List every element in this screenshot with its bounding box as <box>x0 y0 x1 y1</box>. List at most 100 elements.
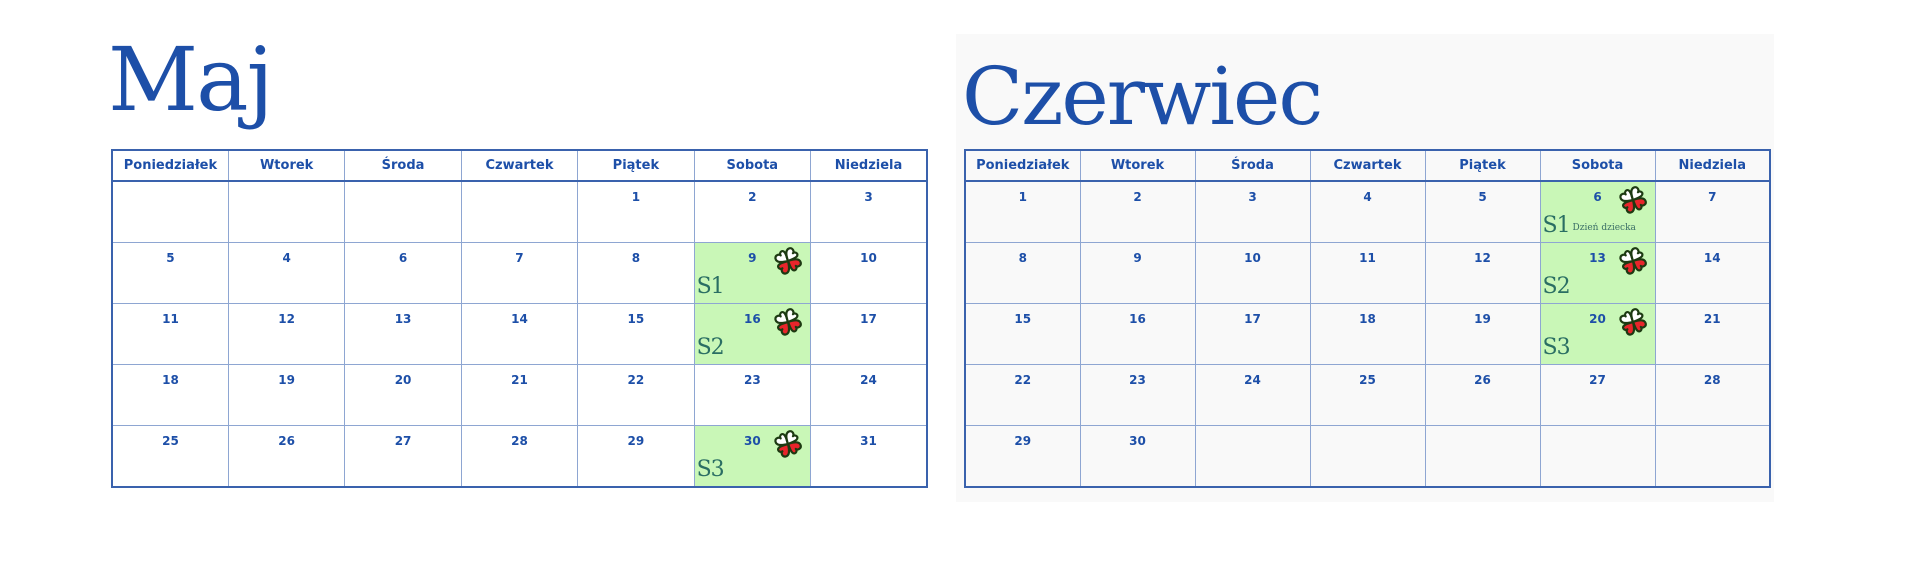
day-cell[interactable]: 3 <box>810 180 928 243</box>
day-cell[interactable]: 9 <box>1079 242 1196 304</box>
day-cell[interactable]: 28 <box>460 425 579 488</box>
day-cell[interactable]: 30 <box>1079 425 1196 488</box>
day-cell[interactable]: 31 <box>810 425 928 488</box>
day-cell[interactable]: 18 <box>1309 303 1426 365</box>
weekday-header: Sobota <box>1539 149 1656 182</box>
week-row: 5 4 6 7 8 9 S1 10 <box>111 242 928 304</box>
day-cell[interactable]: 23 <box>1079 364 1196 426</box>
day-cell[interactable]: 15 <box>964 303 1081 365</box>
day-cell[interactable]: 17 <box>810 303 928 365</box>
empty-day-cell <box>1654 425 1771 488</box>
day-cell[interactable]: 25 <box>111 425 229 488</box>
day-cell[interactable]: 26 <box>227 425 346 488</box>
day-cell[interactable]: 21 <box>1654 303 1771 365</box>
day-cell[interactable]: 17 <box>1194 303 1311 365</box>
day-number: 21 <box>511 373 528 387</box>
day-cell[interactable]: 8 <box>964 242 1081 304</box>
day-number: 8 <box>1018 251 1027 265</box>
day-number: 23 <box>743 373 761 387</box>
day-cell[interactable]: 15 <box>577 303 695 365</box>
day-cell[interactable]: 27 <box>344 425 462 488</box>
empty-day-cell <box>344 180 462 243</box>
session-label: S1 <box>696 274 725 299</box>
day-number: 10 <box>860 251 877 265</box>
day-cell[interactable]: 2 <box>693 180 812 243</box>
day-cell[interactable]: 26 <box>1424 364 1541 426</box>
week-row: 11 12 13 14 15 16 S2 17 <box>111 303 928 365</box>
day-cell[interactable]: 19 <box>227 364 346 426</box>
day-cell[interactable]: 14 <box>460 303 579 365</box>
day-number: 23 <box>1129 373 1146 387</box>
event-note: Dzień dziecka <box>1572 223 1636 233</box>
day-cell[interactable]: 19 <box>1424 303 1541 365</box>
day-cell[interactable]: 20 S3 <box>1539 303 1656 365</box>
day-cell[interactable]: 3 <box>1194 180 1311 243</box>
weekday-header: Czwartek <box>1309 149 1426 182</box>
day-number: 14 <box>1703 251 1721 265</box>
day-cell[interactable]: 11 <box>111 303 229 365</box>
day-cell[interactable]: 5 <box>1424 180 1541 243</box>
day-cell[interactable]: 21 <box>460 364 579 426</box>
day-cell[interactable]: 4 <box>227 242 346 304</box>
day-cell[interactable]: 4 <box>1309 180 1426 243</box>
weekday-header: Czwartek <box>460 149 579 182</box>
day-number: 30 <box>1129 434 1146 448</box>
day-cell[interactable]: 20 <box>344 364 462 426</box>
weekday-header: Sobota <box>693 149 812 182</box>
day-cell[interactable]: 6 S1 Dzień dziecka <box>1539 180 1656 243</box>
day-cell[interactable]: 11 <box>1309 242 1426 304</box>
polish-clover-icon <box>772 429 804 461</box>
day-cell[interactable]: 18 <box>111 364 229 426</box>
day-cell[interactable]: 25 <box>1309 364 1426 426</box>
day-number: 28 <box>1703 373 1721 387</box>
day-cell[interactable]: 12 <box>227 303 346 365</box>
polish-clover-icon <box>1617 185 1649 217</box>
day-cell[interactable]: 10 <box>810 242 928 304</box>
weekday-header: Wtorek <box>1079 149 1196 182</box>
day-cell[interactable]: 14 <box>1654 242 1771 304</box>
week-row: 1 2 3 4 5 6 S1 Dzień dziecka 7 <box>964 180 1771 243</box>
day-cell[interactable]: 2 <box>1079 180 1196 243</box>
day-cell[interactable]: 29 <box>964 425 1081 488</box>
day-cell[interactable]: 12 <box>1424 242 1541 304</box>
weekday-header-row: Poniedziałek Wtorek Środa Czwartek Piątek Sob… <box>964 149 1771 182</box>
day-cell[interactable]: 16 <box>1079 303 1196 365</box>
day-number: 3 <box>1248 190 1257 204</box>
day-cell[interactable]: 22 <box>964 364 1081 426</box>
day-cell[interactable]: 10 <box>1194 242 1311 304</box>
day-cell[interactable]: 13 <box>344 303 462 365</box>
week-row: 29 30 <box>964 425 1771 488</box>
day-cell[interactable]: 7 <box>460 242 579 304</box>
day-cell[interactable]: 30 S3 <box>693 425 812 488</box>
day-cell[interactable]: 7 <box>1654 180 1771 243</box>
day-number: 8 <box>631 251 641 265</box>
weekday-header: Środa <box>1194 149 1311 182</box>
day-cell[interactable]: 13 S2 <box>1539 242 1656 304</box>
day-cell[interactable]: 1 <box>964 180 1081 243</box>
day-cell[interactable]: 9 S1 <box>693 242 812 304</box>
session-label: S3 <box>1542 335 1571 360</box>
day-number: 7 <box>515 251 524 265</box>
weekday-header: Piątek <box>1424 149 1541 182</box>
empty-day-cell <box>227 180 346 243</box>
polish-clover-icon <box>1617 246 1649 278</box>
day-cell[interactable]: 22 <box>577 364 695 426</box>
day-cell[interactable]: 16 S2 <box>693 303 812 365</box>
day-cell[interactable]: 28 <box>1654 364 1771 426</box>
day-number: 4 <box>282 251 291 265</box>
session-label: S1 <box>1542 213 1571 238</box>
day-cell[interactable]: 8 <box>577 242 695 304</box>
day-cell[interactable]: 29 <box>577 425 695 488</box>
day-cell[interactable]: 24 <box>810 364 928 426</box>
day-number: 19 <box>278 373 295 387</box>
day-cell[interactable]: 27 <box>1539 364 1656 426</box>
day-number: 29 <box>1014 434 1032 448</box>
weekday-header: Poniedziałek <box>964 149 1081 182</box>
day-cell[interactable]: 6 <box>344 242 462 304</box>
day-number: 14 <box>511 312 528 326</box>
empty-day-cell <box>111 180 229 243</box>
day-cell[interactable]: 23 <box>693 364 812 426</box>
day-cell[interactable]: 24 <box>1194 364 1311 426</box>
day-cell[interactable]: 1 <box>577 180 695 243</box>
day-cell[interactable]: 5 <box>111 242 229 304</box>
